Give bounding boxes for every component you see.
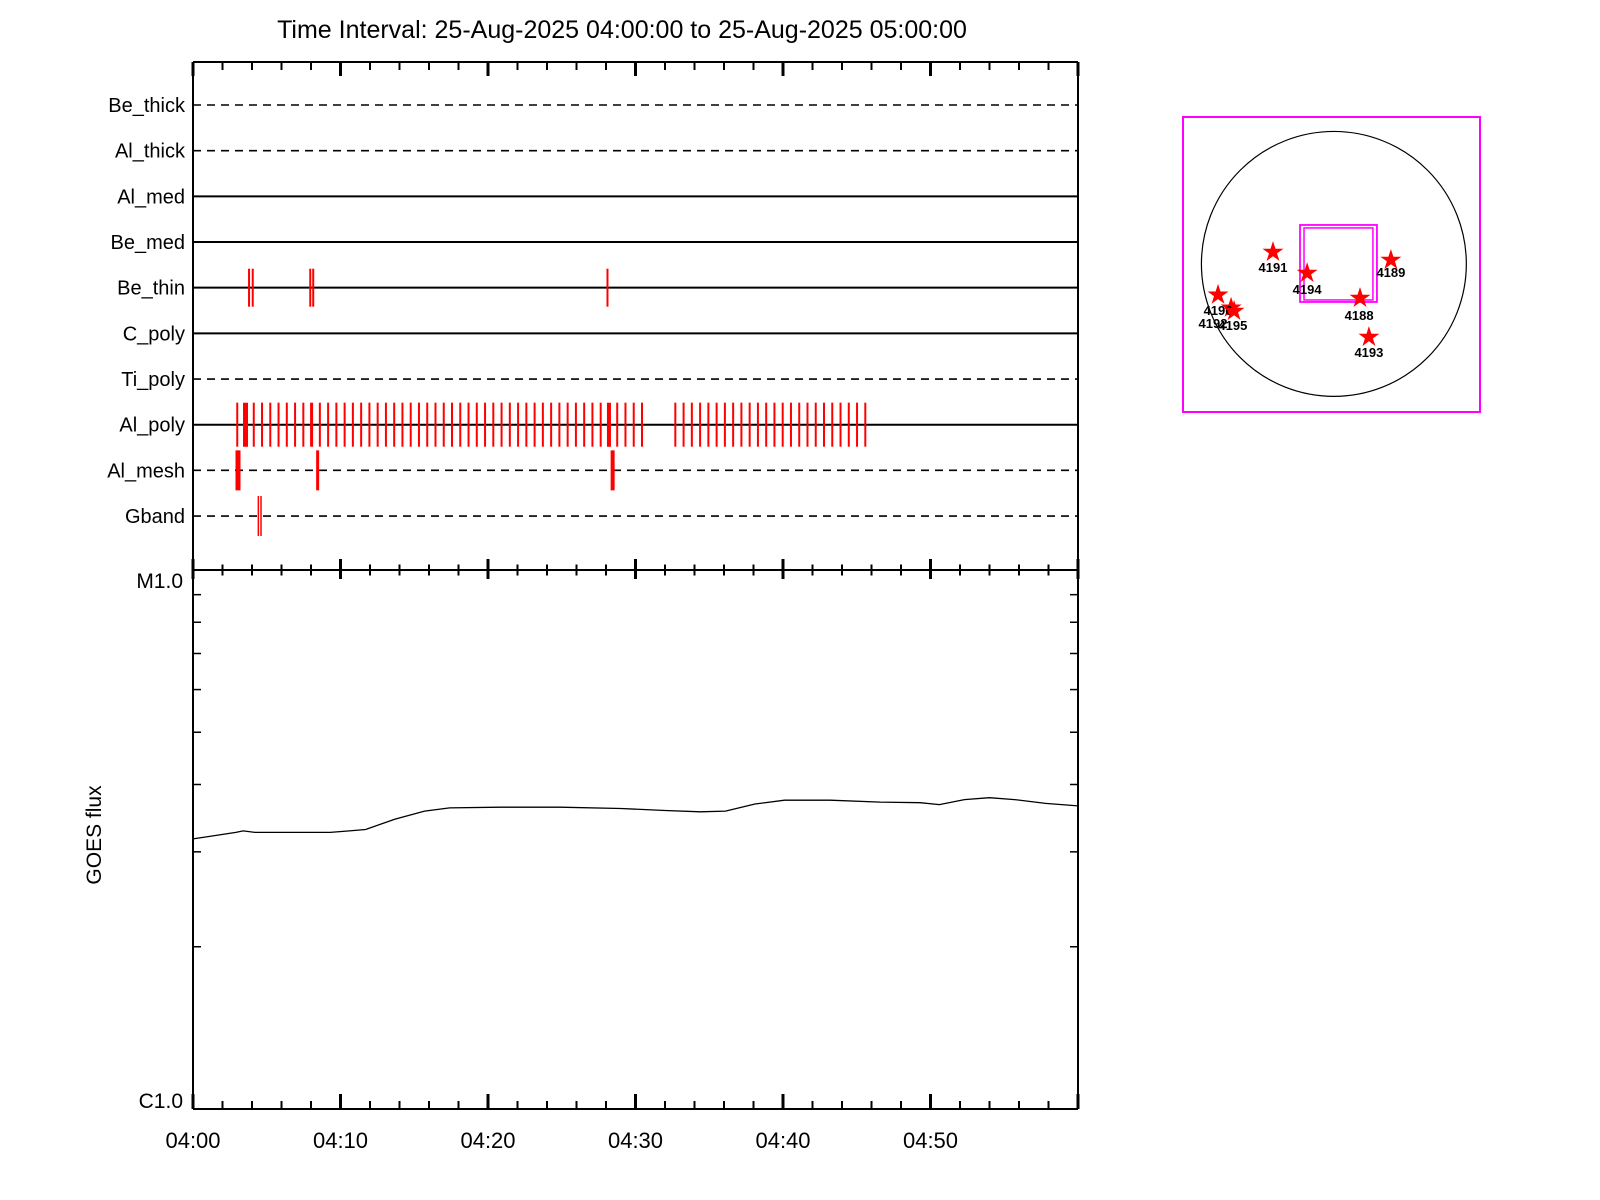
filter-label-C_poly: C_poly [123, 323, 185, 345]
x-tick-label: 04:20 [460, 1128, 515, 1153]
active-region-star-4189 [1380, 249, 1402, 269]
x-tick-label: 04:50 [903, 1128, 958, 1153]
filter-label-Gband: Gband [125, 506, 185, 528]
map-outer-border [1182, 116, 1481, 413]
fov-box [1299, 224, 1378, 303]
active-region-star-4192 [1220, 296, 1242, 317]
filter-label-Be_med: Be_med [111, 232, 186, 254]
goes-y-axis-top-label: M1.0 [136, 570, 183, 593]
x-tick-label: 04:30 [608, 1128, 663, 1153]
plot-title: Time Interval: 25-Aug-2025 04:00:00 to 2… [277, 16, 967, 44]
active-region-star-4191 [1262, 241, 1284, 261]
active-region-star-4195 [1223, 300, 1245, 320]
active-region-label-4189: 4189 [1376, 265, 1405, 280]
solar-limb-circle [1200, 130, 1467, 397]
filter-label-Be_thin: Be_thin [117, 278, 185, 300]
filter-label-Al_poly: Al_poly [119, 415, 185, 437]
active-region-star-4194 [1296, 262, 1318, 282]
goes-flux-curve [192, 797, 1079, 840]
filter-label-Al_med: Al_med [117, 186, 185, 208]
filter-label-Be_thick: Be_thick [108, 95, 186, 117]
active-region-label-4193: 4193 [1354, 345, 1383, 360]
active-region-star-4188 [1349, 287, 1371, 307]
active-region-label-4191: 4191 [1259, 260, 1288, 275]
active-region-label-4195: 4195 [1218, 318, 1247, 333]
active-region-label-4188: 4188 [1345, 308, 1374, 323]
active-region-star-4196 [1207, 283, 1229, 304]
active-region-label-4192: 4192 [1199, 316, 1228, 331]
active-region-label-4194: 4194 [1293, 282, 1323, 297]
filter-label-Al_mesh: Al_mesh [107, 460, 185, 482]
filter-label-Al_thick: Al_thick [115, 141, 186, 163]
active-region-label-4196: 4196 [1204, 303, 1233, 318]
filter-label-Ti_poly: Ti_poly [121, 369, 185, 391]
goes-y-axis-bottom-label: C1.0 [138, 1090, 183, 1113]
x-tick-label: 04:00 [165, 1128, 220, 1153]
fov-box-inner [1303, 227, 1374, 301]
active-region-star-4193 [1358, 326, 1380, 346]
x-tick-label: 04:10 [313, 1128, 368, 1153]
x-tick-label: 04:40 [755, 1128, 810, 1153]
